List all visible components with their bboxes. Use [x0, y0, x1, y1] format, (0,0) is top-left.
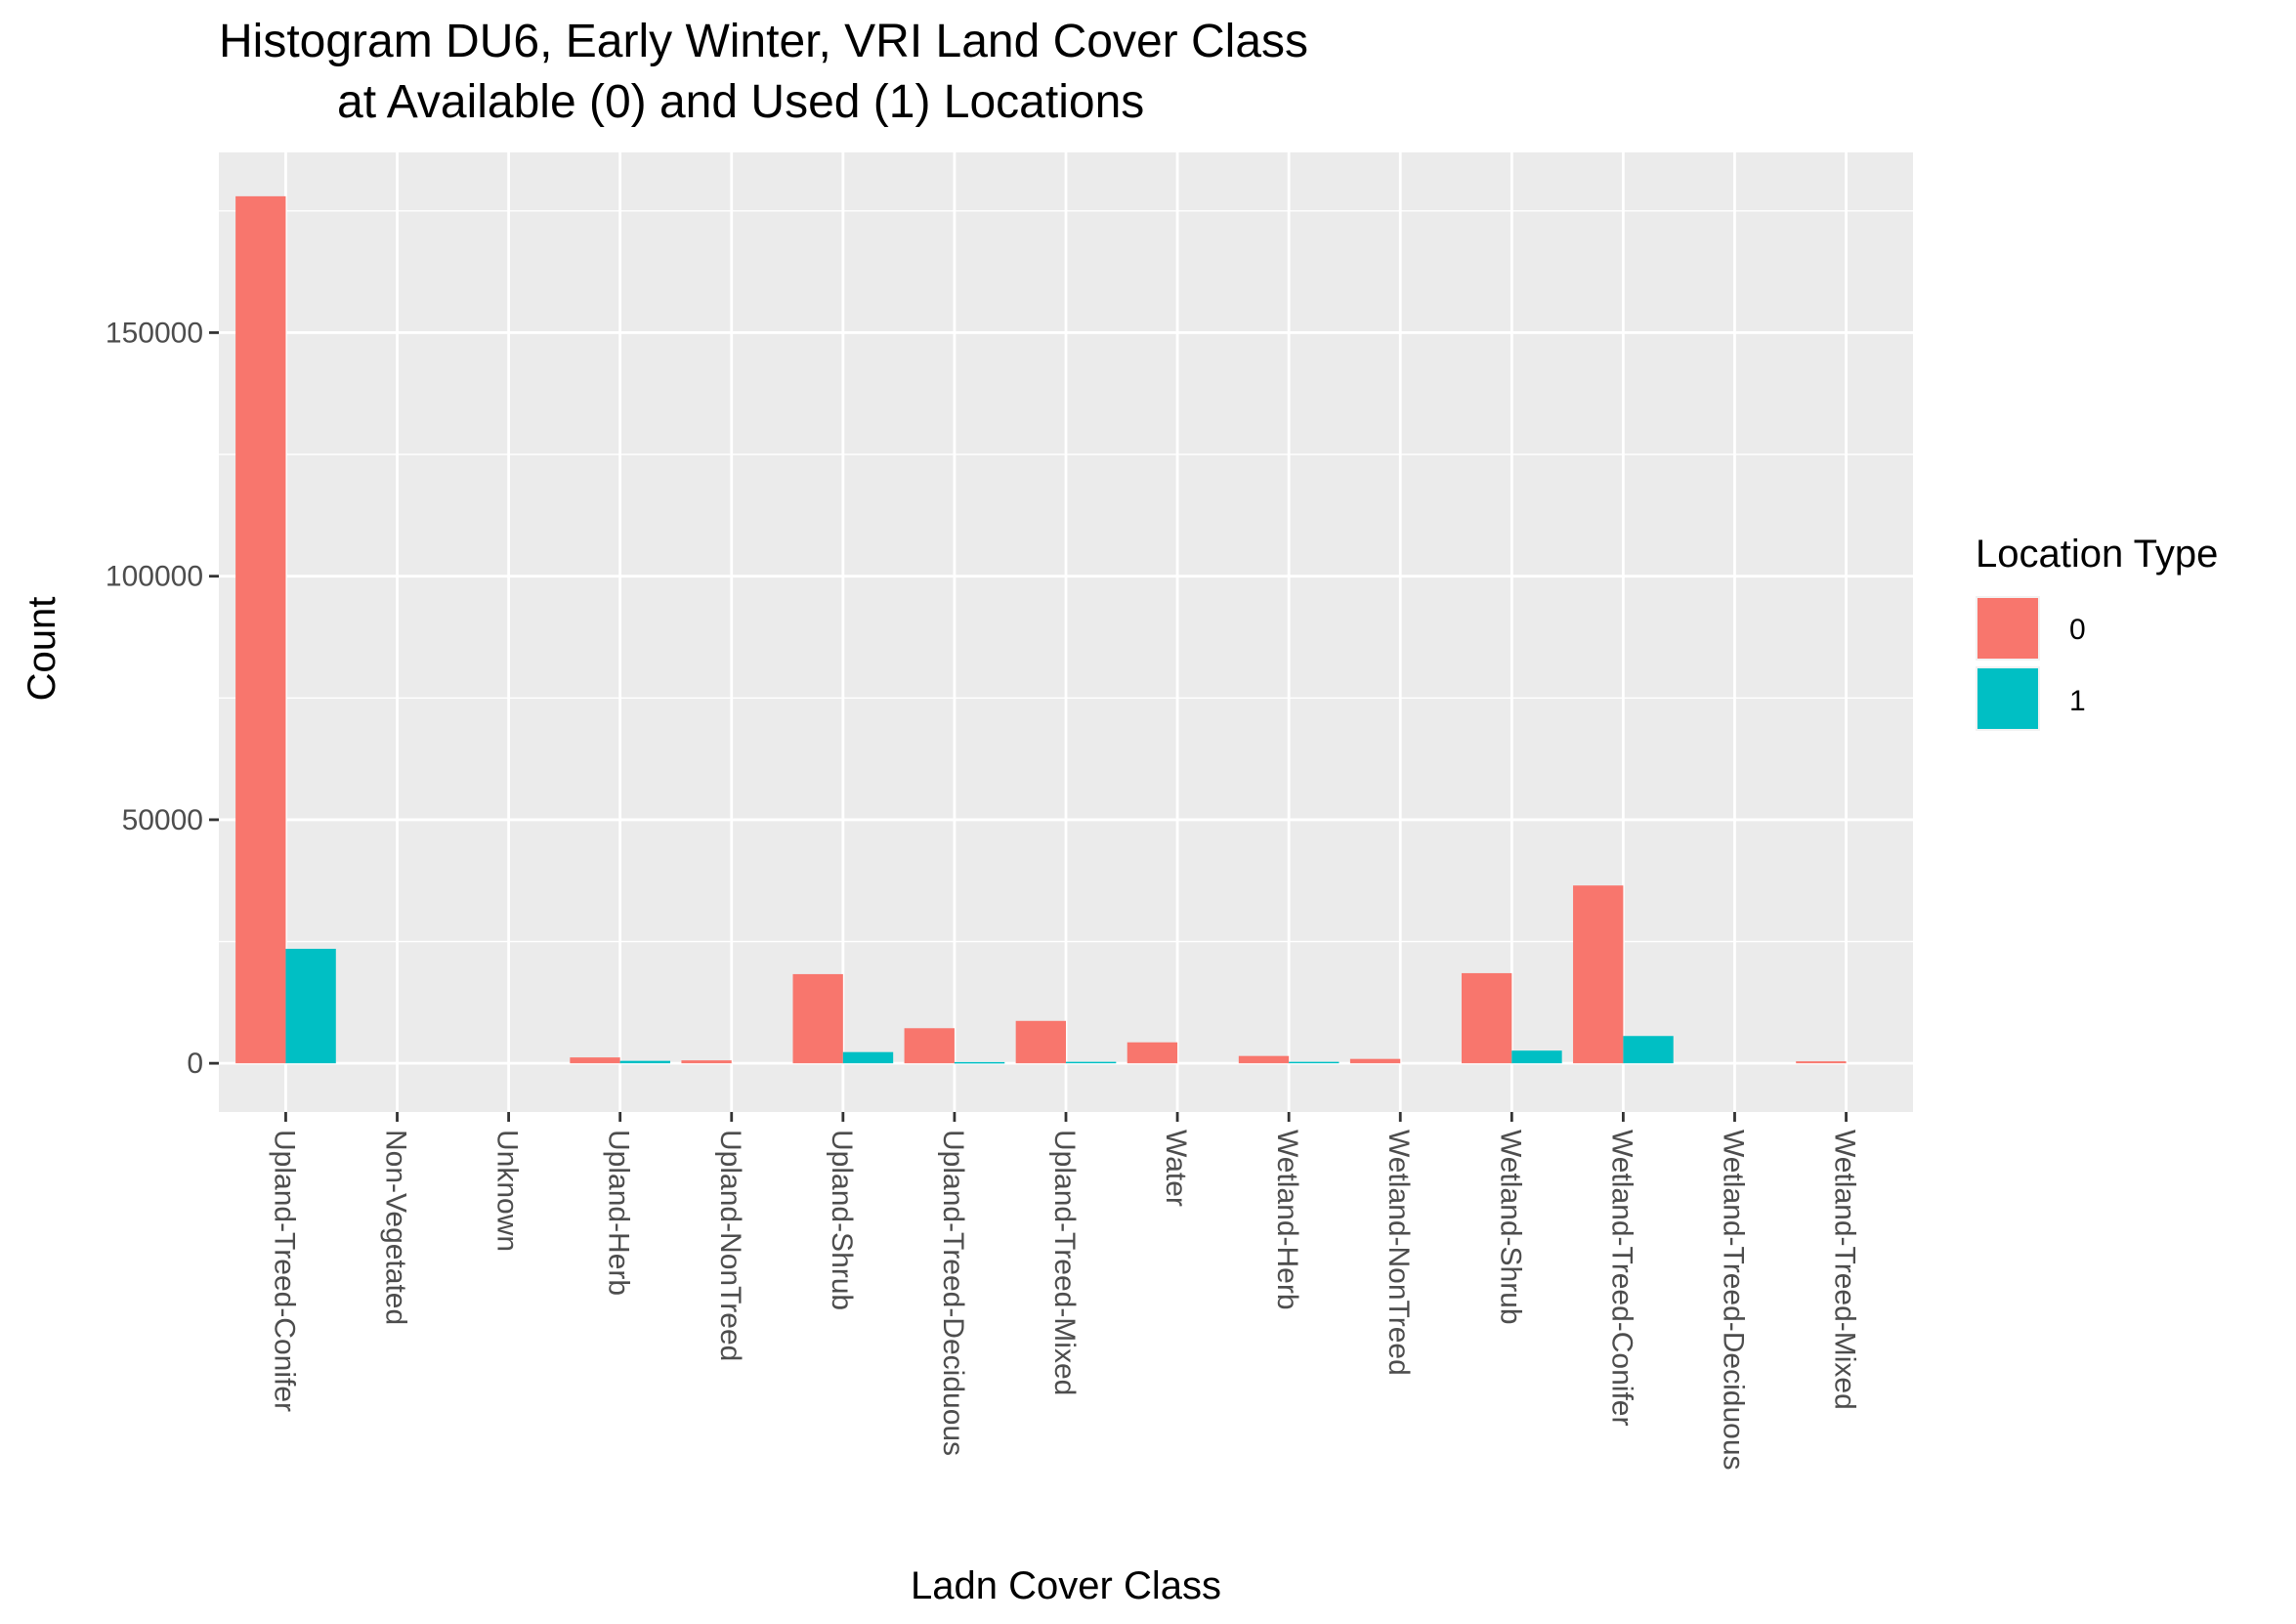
legend-swatch-1 [1977, 668, 2038, 729]
bar-series-0 [681, 1060, 732, 1064]
x-tick-label: Upland-Shrub [826, 1130, 858, 1310]
x-tick-label: Unknown [491, 1130, 524, 1252]
x-axis-title: Ladn Cover Class [911, 1564, 1221, 1607]
x-tick-label: Non-Vegetated [380, 1130, 412, 1325]
x-tick-label: Wetland-Treed-Deciduous [1717, 1130, 1749, 1471]
y-tick-label: 100000 [106, 561, 203, 593]
bar-series-1 [954, 1061, 1005, 1064]
y-tick-label: 50000 [122, 804, 203, 836]
y-tick-label: 0 [187, 1047, 203, 1080]
bar-series-1 [285, 949, 336, 1064]
legend-label-1: 1 [2069, 685, 2086, 717]
bar-series-1 [1289, 1061, 1339, 1064]
y-axis: 0 50000 100000 150000 [106, 317, 219, 1080]
bar-series-0 [1349, 1058, 1401, 1064]
x-tick-label: Wetland-NonTreed [1382, 1130, 1415, 1376]
bar-series-0 [1461, 972, 1512, 1064]
bar-series-0 [1127, 1042, 1178, 1064]
bar-series-0 [792, 973, 843, 1064]
x-tick-label: Upland-Herb [603, 1130, 635, 1296]
bar-series-0 [904, 1028, 955, 1064]
bars [235, 195, 1847, 1064]
bar-series-0 [235, 195, 286, 1064]
y-axis-title: Count [21, 597, 64, 702]
grid-lines [219, 152, 1913, 1112]
x-tick-label: Wetland-Shrub [1494, 1130, 1526, 1325]
bar-series-0 [1015, 1020, 1066, 1064]
bar-series-0 [1796, 1061, 1847, 1064]
bar-series-0 [1573, 885, 1624, 1064]
x-tick-label: Upland-Treed-Deciduous [937, 1130, 969, 1456]
chart-title-line-1: Histogram DU6, Early Winter, VRI Land Co… [219, 16, 1308, 67]
chart-title-line-2: at Available (0) and Used (1) Locations [337, 76, 1144, 128]
bar-series-1 [842, 1051, 894, 1064]
bar-series-1 [619, 1060, 671, 1064]
x-tick-label: Water [1160, 1130, 1192, 1207]
x-tick-label: Wetland-Treed-Conifer [1605, 1130, 1637, 1426]
bar-series-1 [1623, 1036, 1674, 1064]
bar-series-1 [1511, 1050, 1562, 1064]
x-tick-label: Upland-NonTreed [714, 1130, 746, 1361]
x-tick-label: Upland-Treed-Conifer [268, 1130, 300, 1412]
bar-series-0 [1238, 1055, 1290, 1064]
legend: Location Type 0 1 [1976, 533, 2218, 731]
legend-swatch-0 [1977, 598, 2038, 659]
x-axis: Upland-Treed-Conifer Non-Vegetated Unknown… [268, 1112, 1861, 1471]
bar-series-0 [570, 1057, 620, 1064]
x-tick-label: Wetland-Herb [1271, 1130, 1303, 1310]
x-tick-label: Wetland-Treed-Mixed [1829, 1130, 1861, 1410]
y-tick-label: 150000 [106, 317, 203, 349]
bar-series-1 [1066, 1061, 1117, 1064]
legend-title: Location Type [1976, 533, 2218, 576]
legend-label-0: 0 [2069, 614, 2086, 646]
x-tick-label: Upland-Treed-Mixed [1048, 1130, 1081, 1395]
